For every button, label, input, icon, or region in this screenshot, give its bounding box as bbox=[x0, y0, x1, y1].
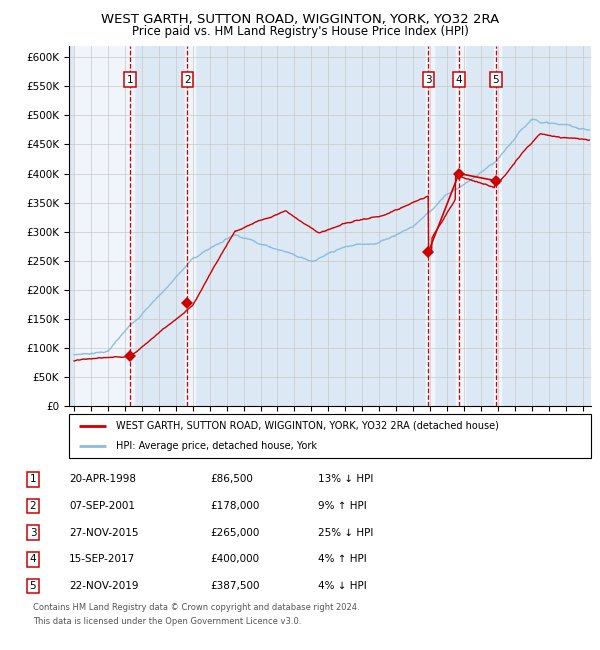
Text: 3: 3 bbox=[425, 75, 432, 84]
Text: 1: 1 bbox=[127, 75, 133, 84]
Text: 13% ↓ HPI: 13% ↓ HPI bbox=[318, 474, 373, 484]
Text: £265,000: £265,000 bbox=[210, 528, 259, 538]
Text: WEST GARTH, SUTTON ROAD, WIGGINTON, YORK, YO32 2RA: WEST GARTH, SUTTON ROAD, WIGGINTON, YORK… bbox=[101, 13, 499, 26]
Text: WEST GARTH, SUTTON ROAD, WIGGINTON, YORK, YO32 2RA (detached house): WEST GARTH, SUTTON ROAD, WIGGINTON, YORK… bbox=[116, 421, 499, 431]
Text: £387,500: £387,500 bbox=[210, 581, 260, 591]
Bar bbox=[494, 46, 501, 406]
Text: 07-SEP-2001: 07-SEP-2001 bbox=[69, 501, 135, 511]
Bar bbox=[74, 46, 134, 406]
Text: This data is licensed under the Open Government Licence v3.0.: This data is licensed under the Open Gov… bbox=[33, 617, 301, 626]
Text: £178,000: £178,000 bbox=[210, 501, 259, 511]
Text: 4: 4 bbox=[29, 554, 37, 564]
Text: 27-NOV-2015: 27-NOV-2015 bbox=[69, 528, 139, 538]
Text: 25% ↓ HPI: 25% ↓ HPI bbox=[318, 528, 373, 538]
Text: £400,000: £400,000 bbox=[210, 554, 259, 564]
Text: 15-SEP-2017: 15-SEP-2017 bbox=[69, 554, 135, 564]
Text: HPI: Average price, detached house, York: HPI: Average price, detached house, York bbox=[116, 441, 317, 451]
Text: 5: 5 bbox=[29, 581, 37, 591]
Text: Price paid vs. HM Land Registry's House Price Index (HPI): Price paid vs. HM Land Registry's House … bbox=[131, 25, 469, 38]
FancyBboxPatch shape bbox=[69, 414, 591, 458]
Text: 4% ↑ HPI: 4% ↑ HPI bbox=[318, 554, 367, 564]
Text: 4: 4 bbox=[455, 75, 462, 84]
Bar bbox=[185, 46, 195, 406]
Text: 2: 2 bbox=[29, 501, 37, 511]
Text: £86,500: £86,500 bbox=[210, 474, 253, 484]
Bar bbox=[456, 46, 465, 406]
Text: 22-NOV-2019: 22-NOV-2019 bbox=[69, 581, 139, 591]
Text: 20-APR-1998: 20-APR-1998 bbox=[69, 474, 136, 484]
Text: 5: 5 bbox=[493, 75, 499, 84]
Text: 3: 3 bbox=[29, 528, 37, 538]
Bar bbox=[426, 46, 434, 406]
Text: 9% ↑ HPI: 9% ↑ HPI bbox=[318, 501, 367, 511]
Text: 1: 1 bbox=[29, 474, 37, 484]
Text: 2: 2 bbox=[184, 75, 191, 84]
Text: Contains HM Land Registry data © Crown copyright and database right 2024.: Contains HM Land Registry data © Crown c… bbox=[33, 603, 359, 612]
Text: 4% ↓ HPI: 4% ↓ HPI bbox=[318, 581, 367, 591]
